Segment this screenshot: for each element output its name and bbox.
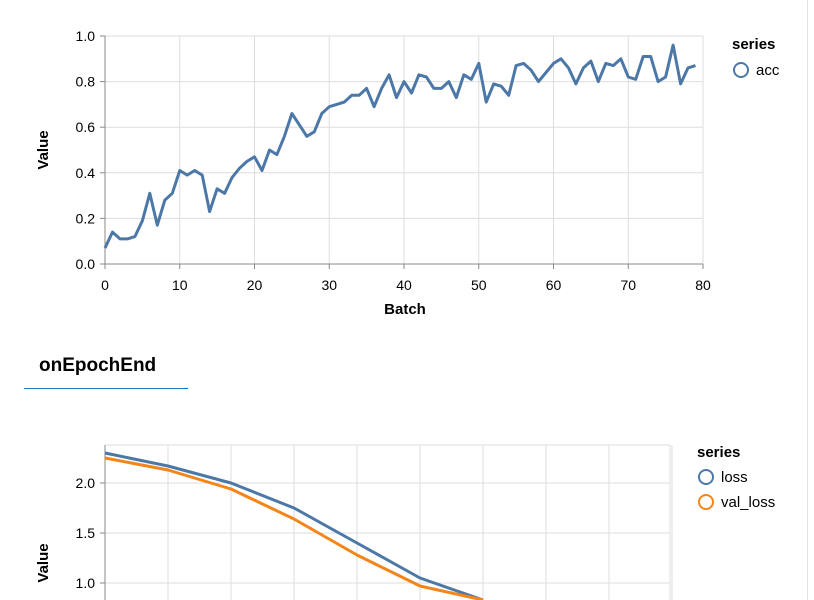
x-tick-label: 10 xyxy=(172,277,188,293)
axes xyxy=(100,445,106,600)
legend-label: acc xyxy=(756,62,780,79)
section-underline xyxy=(24,388,188,389)
legend-items: acc xyxy=(733,62,780,79)
y-tick-label: 0.4 xyxy=(76,165,96,181)
y-tick-label: 0.6 xyxy=(76,119,96,135)
x-axis-title: Batch xyxy=(384,301,426,318)
y-tick-label: 1.5 xyxy=(76,525,96,541)
y-tick-label: 0.0 xyxy=(76,256,96,272)
legend-symbol xyxy=(698,469,714,485)
panel-border xyxy=(807,0,808,600)
legend-label: val_loss xyxy=(721,494,775,511)
x-tick-label: 70 xyxy=(620,277,636,293)
y-tick-label: 1.0 xyxy=(76,28,96,44)
series-line-acc xyxy=(103,43,696,249)
y-tick-label: 0.2 xyxy=(76,210,96,226)
axes xyxy=(100,35,704,269)
x-tick-label: 20 xyxy=(247,277,263,293)
legend-title: series xyxy=(732,36,775,53)
section-header: onEpochEnd xyxy=(24,342,188,389)
y-axis-title: Value xyxy=(35,130,52,169)
section-title: onEpochEnd xyxy=(39,355,157,376)
legend-title: series xyxy=(697,444,740,461)
legend-symbol xyxy=(733,62,749,78)
legend-symbol xyxy=(698,494,714,510)
y-axis-ticks: 1.0 1.5 2.0 xyxy=(76,475,96,591)
series-lines xyxy=(104,451,484,600)
epoch-loss-chart: 1.0 1.5 2.0 Value series loss val_loss xyxy=(35,444,775,600)
x-tick-label: 80 xyxy=(695,277,711,293)
x-tick-label: 60 xyxy=(546,277,562,293)
series-line-val_loss xyxy=(104,456,484,600)
x-axis-ticks: 0 10 20 30 40 50 60 70 80 xyxy=(101,277,711,293)
y-tick-label: 2.0 xyxy=(76,475,96,491)
y-axis-title: Value xyxy=(35,543,52,582)
grid xyxy=(104,444,673,600)
x-tick-label: 40 xyxy=(396,277,412,293)
series-lines xyxy=(103,43,696,249)
legend-items: loss val_loss xyxy=(698,469,775,511)
series-line-loss xyxy=(104,451,484,600)
x-tick-label: 0 xyxy=(101,277,109,293)
y-tick-label: 0.8 xyxy=(76,74,96,90)
batch-acc-chart: 0 10 20 30 40 50 60 70 80 0.0 0.2 0.4 0.6 0.8 1.0 Bat… xyxy=(35,28,780,318)
x-tick-label: 30 xyxy=(321,277,337,293)
legend-label: loss xyxy=(721,469,748,486)
grid xyxy=(104,35,704,265)
legend: series acc xyxy=(732,36,780,79)
x-tick-label: 50 xyxy=(471,277,487,293)
y-tick-label: 1.0 xyxy=(76,575,96,591)
y-axis-ticks: 0.0 0.2 0.4 0.6 0.8 1.0 xyxy=(76,28,96,272)
legend: series loss val_loss xyxy=(697,444,775,511)
